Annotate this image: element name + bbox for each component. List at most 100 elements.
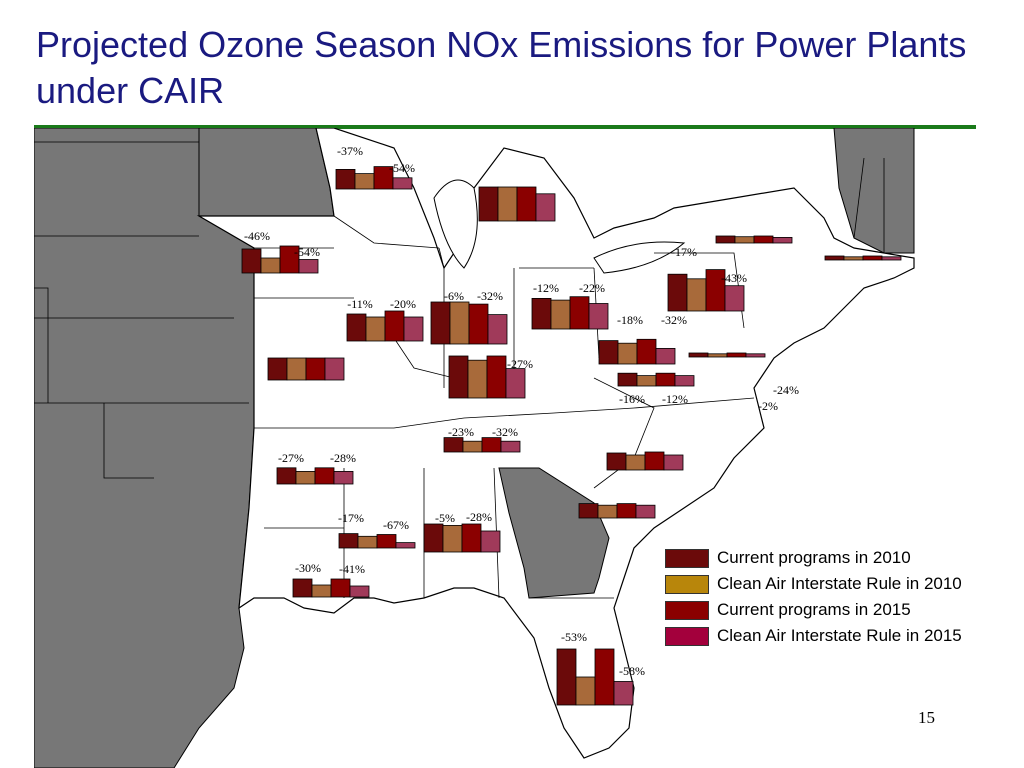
pct-label-ms: -67%: [383, 518, 409, 532]
pct-label-al: -28%: [466, 510, 492, 524]
legend-label: Current programs in 2015: [717, 600, 911, 619]
pct-label-nj-de-md: -2%: [758, 399, 778, 413]
bar-fl-3: [613, 681, 634, 706]
bar-ky-3: [505, 368, 526, 399]
legend-item: Current programs in 2010: [665, 545, 1010, 571]
legend-swatch-current-2015: [665, 600, 709, 620]
bar-sc-1: [597, 504, 618, 519]
pct-label-ar: -28%: [330, 451, 356, 465]
legend-swatch-current-2010: [665, 548, 709, 568]
bar-nc-2: [644, 451, 665, 471]
legend-label: Current programs in 2010: [717, 548, 911, 567]
bar-va-0: [617, 372, 638, 387]
legend-swatch-cair-2015: [665, 626, 709, 646]
bar-tn-3: [500, 440, 521, 453]
bar-pa-3: [724, 285, 745, 312]
bar-ny-3: [772, 237, 793, 244]
bar-ma-ct-2: [862, 255, 883, 261]
pct-label-wi: -37%: [337, 144, 363, 158]
pct-label-ar: -27%: [278, 451, 304, 465]
pct-label-pa: -17%: [671, 245, 697, 259]
pct-label-in: -32%: [477, 289, 503, 303]
state-border: [393, 397, 755, 429]
bar-in-0: [430, 301, 451, 345]
bar-al-3: [480, 530, 501, 553]
lake-michigan: [433, 179, 478, 269]
bar-mi-1: [497, 186, 518, 222]
pct-label-oh: -22%: [579, 281, 605, 295]
bar-va-2: [655, 372, 676, 387]
legend-item: Clean Air Interstate Rule in 2015: [665, 623, 1010, 649]
bar-mi-3: [535, 193, 556, 222]
pct-label-va: -12%: [662, 392, 688, 406]
georgia-state: [498, 467, 610, 599]
legend-item: Current programs in 2015: [665, 597, 1010, 623]
bar-wv-0: [598, 340, 619, 365]
bar-al-1: [442, 524, 463, 553]
bar-ms-1: [357, 535, 378, 549]
pct-label-in: -6%: [444, 289, 464, 303]
state-bar-charts: -37% -54% -46% -54% -11% -20% -6% -32% -12% -22% -…: [241, 144, 902, 706]
state-border: [393, 337, 455, 379]
bar-ms-0: [338, 533, 359, 549]
title-divider: [34, 125, 976, 129]
legend-label: Clean Air Interstate Rule in 2010: [717, 574, 962, 593]
bar-ms-2: [376, 534, 397, 549]
bar-al-0: [423, 523, 444, 553]
bar-wv-1: [617, 342, 638, 365]
bar-la-0: [292, 578, 313, 598]
bar-ky-1: [467, 359, 488, 399]
bar-ar-1: [295, 470, 316, 485]
bar-in-1: [449, 301, 470, 345]
bar-la-2: [330, 578, 351, 598]
bar-pa-1: [686, 278, 707, 312]
lake-erie: [593, 241, 686, 274]
bar-nc-0: [606, 452, 627, 471]
bar-ny-1: [734, 236, 755, 244]
bar-il-0: [346, 313, 367, 342]
state-border: [853, 157, 865, 239]
bar-oh-2: [569, 296, 590, 330]
state-border: [593, 377, 655, 489]
pct-label-wv: -18%: [617, 313, 643, 327]
bar-nj-de-md-2: [726, 352, 747, 358]
slide-title: Projected Ozone Season NOx Emissions for…: [36, 24, 967, 111]
bar-fl-1: [575, 676, 596, 706]
bar-mn-ia-3: [298, 259, 319, 274]
bar-tn-2: [481, 437, 502, 453]
non-cair-north-region: [198, 128, 335, 217]
pct-label-ky: -27%: [507, 357, 533, 371]
legend-label: Clean Air Interstate Rule in 2015: [717, 626, 962, 645]
bar-ar-3: [333, 470, 354, 485]
cair-region: [196, 128, 915, 759]
eastern-us-map: -37% -54% -46% -54% -11% -20% -6% -32% -12% -22% -…: [34, 128, 915, 768]
bar-oh-0: [531, 297, 552, 330]
bar-la-3: [349, 585, 370, 598]
bar-ma-ct-1: [843, 256, 864, 261]
bar-tn-1: [462, 440, 483, 453]
state-border: [333, 215, 440, 249]
bar-ma-ct-0: [824, 255, 845, 261]
bar-al-2: [461, 523, 482, 553]
bar-tn-0: [443, 437, 464, 453]
bar-ar-0: [276, 467, 297, 485]
bar-mo-2: [305, 357, 326, 381]
pct-label-oh: -12%: [533, 281, 559, 295]
bar-pa-0: [667, 273, 688, 312]
state-border: [103, 403, 154, 479]
bar-sc-0: [578, 503, 599, 519]
pct-label-la: -41%: [339, 562, 365, 576]
bar-ky-2: [486, 355, 507, 399]
legend-swatch-cair-2010: [665, 574, 709, 594]
bar-il-2: [384, 310, 405, 342]
bar-va-3: [674, 375, 695, 387]
pct-label-mn-ia: -54%: [294, 245, 320, 259]
state-border: [34, 287, 49, 403]
bar-il-3: [403, 316, 424, 342]
pct-label-tn: -23%: [448, 425, 474, 439]
bar-wv-3: [655, 347, 676, 365]
pct-label-al: -5%: [435, 511, 455, 525]
pct-label-ms: -17%: [338, 511, 364, 525]
bar-mo-1: [286, 357, 307, 381]
state-border: [438, 247, 445, 388]
